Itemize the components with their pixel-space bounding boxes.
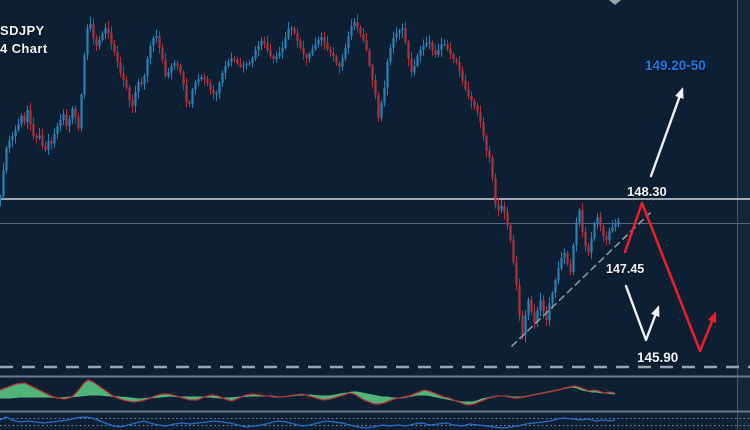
symbol-title: SDJPY xyxy=(0,23,45,38)
timeframe-title: 4 Chart xyxy=(0,41,48,56)
target-price-label: 149.20-50 xyxy=(645,58,706,73)
support-level-label: 145.90 xyxy=(637,350,679,365)
trendline-price-label: 147.45 xyxy=(606,262,645,276)
resistance-level-label: 148.30 xyxy=(627,184,667,199)
